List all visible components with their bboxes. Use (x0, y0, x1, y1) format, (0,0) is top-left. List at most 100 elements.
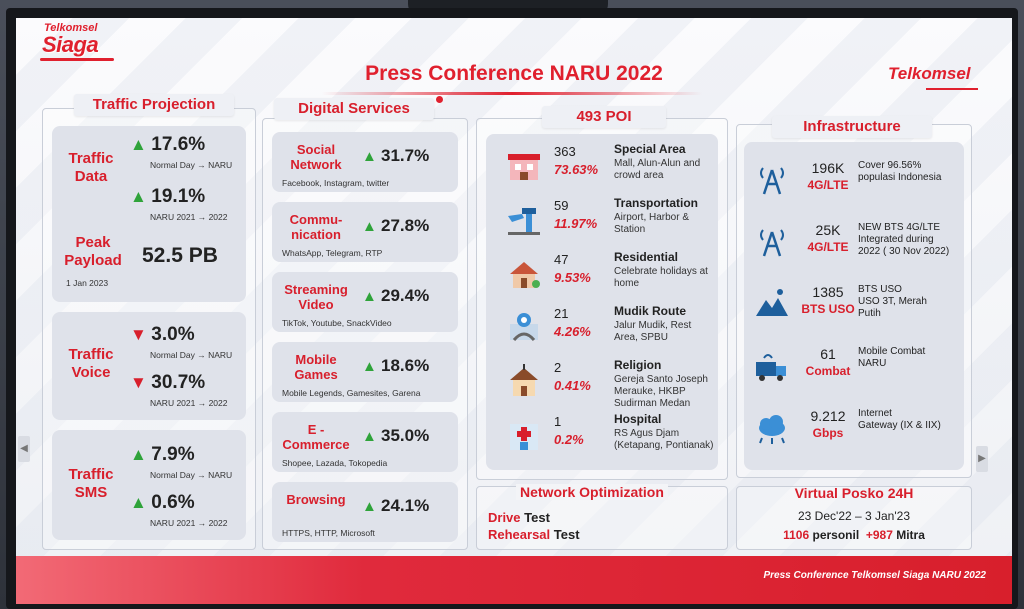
infra-value: 25K (815, 222, 841, 238)
footer-text: Press Conference Telkomsel Siaga NARU 20… (763, 570, 986, 581)
infra-description: NEW BTS 4G/LTE Integrated during 2022 ( … (858, 222, 950, 257)
traffic-data-label: Traffic Data (68, 150, 114, 185)
house-icon (506, 256, 542, 292)
telkomsel-logo: Telkomsel (888, 64, 971, 83)
digital-service-card: Commu- nication ▲ 27.8% WhatsApp, Telegram… (272, 202, 458, 262)
traffic-sms-s2: NARU 2021 → 2022 (150, 518, 228, 528)
poi-title: 493 POI (542, 106, 666, 128)
up-arrow-icon: ▲ (362, 148, 382, 165)
tower-icon (754, 162, 790, 198)
poi-description: Celebrate holidays at home (614, 266, 708, 289)
poi-description: Jalur Mudik, Rest Area, SPBU (614, 320, 692, 343)
poi-count: 363 (554, 144, 576, 159)
traffic-data-v2: ▲ 19.1% (130, 186, 206, 207)
digital-service-apps: Shopee, Lazada, Tokopedia (282, 458, 388, 468)
traffic-sms-v2: ▲ 0.6% (130, 492, 195, 513)
virtual-posko-dates: 23 Dec'22 – 3 Jan'23 (798, 509, 910, 523)
up-arrow-icon: ▲ (362, 358, 382, 375)
infra-value: 1385 (812, 284, 844, 300)
infra-description: Mobile Combat NARU (858, 346, 926, 369)
poi-description: RS Agus Djam (Ketapang, Pontianak) (614, 428, 714, 451)
digital-service-value: ▲ 31.7% (362, 146, 430, 165)
up-arrow-icon: ▲ (362, 428, 382, 445)
traffic-voice-card: Traffic Voice ▼ 3.0% Normal Day → NARU ▼… (52, 312, 246, 420)
infra-unit: BTS USO (801, 302, 855, 316)
poi-category: Hospital (614, 412, 662, 426)
digital-services-title: Digital Services (274, 98, 434, 120)
poi-category: Religion (614, 358, 662, 372)
church-icon (506, 364, 542, 400)
digital-service-card: Mobile Games ▲ 18.6% Mobile Legends, Games… (272, 342, 458, 402)
peak-payload-label: Peak Payload (64, 234, 122, 269)
tower-icon (754, 224, 790, 260)
virtual-posko-counts: 1106 personil +987 Mitra (783, 528, 925, 542)
traffic-voice-v2: ▼ 30.7% (130, 372, 206, 393)
mall-icon (506, 148, 542, 184)
peak-payload-date: 1 Jan 2023 (66, 278, 109, 288)
poi-count: 1 (554, 414, 562, 429)
logo-siaga-main: Siaga (42, 32, 99, 57)
digital-service-value: ▲ 18.6% (362, 356, 430, 375)
mountain-icon (754, 286, 790, 322)
rehearsal-test-line: Rehearsal Test (488, 527, 580, 542)
poi-count: 2 (554, 360, 562, 375)
poi-count: 47 (554, 252, 569, 267)
traffic-voice-s2: NARU 2021 → 2022 (150, 398, 228, 408)
poi-description: Mall, Alun-Alun and crowd area (614, 158, 701, 181)
footer-bar: Press Conference Telkomsel Siaga NARU 20… (16, 556, 1012, 604)
telkomsel-siaga-logo: Telkomsel Siaga (38, 22, 114, 66)
virtual-posko-panel (736, 486, 972, 550)
traffic-projection-title: Traffic Projection (74, 94, 234, 116)
poi-count: 21 (554, 306, 569, 321)
poi-category: Transportation (614, 196, 699, 210)
up-arrow-icon: ▲ (130, 187, 147, 206)
up-arrow-icon: ▲ (130, 493, 147, 512)
infra-value: 196K (811, 160, 845, 176)
poi-percent: 73.63% (554, 162, 599, 177)
poi-description: Airport, Harbor & Station (614, 212, 690, 235)
page-title: Press Conference NARU 2022 (365, 62, 663, 85)
infra-unit: Combat (805, 364, 851, 378)
digital-service-name: Mobile Games (294, 352, 338, 382)
infra-unit: 4G/LTE (807, 178, 849, 192)
traffic-sms-label: Traffic SMS (68, 466, 114, 501)
next-slide-arrow[interactable]: ▶ (976, 446, 988, 472)
presentation-slide: Telkomsel Siaga Press Conference NARU 20… (16, 18, 1012, 604)
route-icon (506, 310, 542, 346)
logo-siaga-top: Telkomsel (44, 22, 98, 34)
digital-service-apps: WhatsApp, Telegram, RTP (282, 248, 383, 258)
poi-description: Gereja Santo Joseph Merauke, HKBP Sudirm… (614, 374, 708, 409)
traffic-data-s2: NARU 2021 → 2022 (150, 212, 228, 222)
digital-service-card: E - Commerce ▲ 35.0% Shopee, Lazada, Tokop… (272, 412, 458, 472)
up-arrow-icon: ▲ (130, 445, 147, 464)
digital-service-name: E - Commerce (282, 422, 350, 452)
traffic-data-v1: ▲ 17.6% (130, 134, 206, 155)
digital-service-apps: Facebook, Instagram, twitter (282, 178, 390, 188)
traffic-sms-v1: ▲ 7.9% (130, 444, 195, 465)
up-arrow-icon: ▲ (362, 498, 382, 515)
traffic-sms-s1: Normal Day → NARU (150, 470, 233, 480)
digital-service-name: Streaming Video (284, 282, 348, 312)
cloud-icon (754, 410, 790, 446)
network-optimization-title: Network Optimization (516, 484, 668, 500)
airport-icon (506, 202, 542, 238)
infra-description: Cover 96.56% populasi Indonesia (858, 160, 942, 183)
infra-description: Internet Gateway (IX & IIX) (858, 408, 941, 431)
prev-slide-arrow[interactable]: ◀ (18, 436, 30, 462)
truck-icon (754, 348, 790, 384)
digital-service-card: Streaming Video ▲ 29.4% TikTok, Youtube, S… (272, 272, 458, 332)
logo-siaga-underline (40, 58, 114, 61)
virtual-posko-title: Virtual Posko 24H (794, 485, 914, 501)
poi-percent: 0.41% (554, 378, 591, 393)
peak-payload-value: 52.5 PB (142, 244, 218, 267)
down-arrow-icon: ▼ (130, 373, 147, 392)
infra-unit: Gbps (812, 426, 844, 440)
infra-value: 61 (820, 346, 836, 362)
digital-service-apps: HTTPS, HTTP, Microsoft (282, 528, 375, 538)
traffic-voice-s1: Normal Day → NARU (150, 350, 233, 360)
hospital-icon (506, 418, 542, 454)
poi-percent: 4.26% (554, 324, 591, 339)
up-arrow-icon: ▲ (362, 288, 382, 305)
poi-category: Residential (614, 250, 679, 264)
